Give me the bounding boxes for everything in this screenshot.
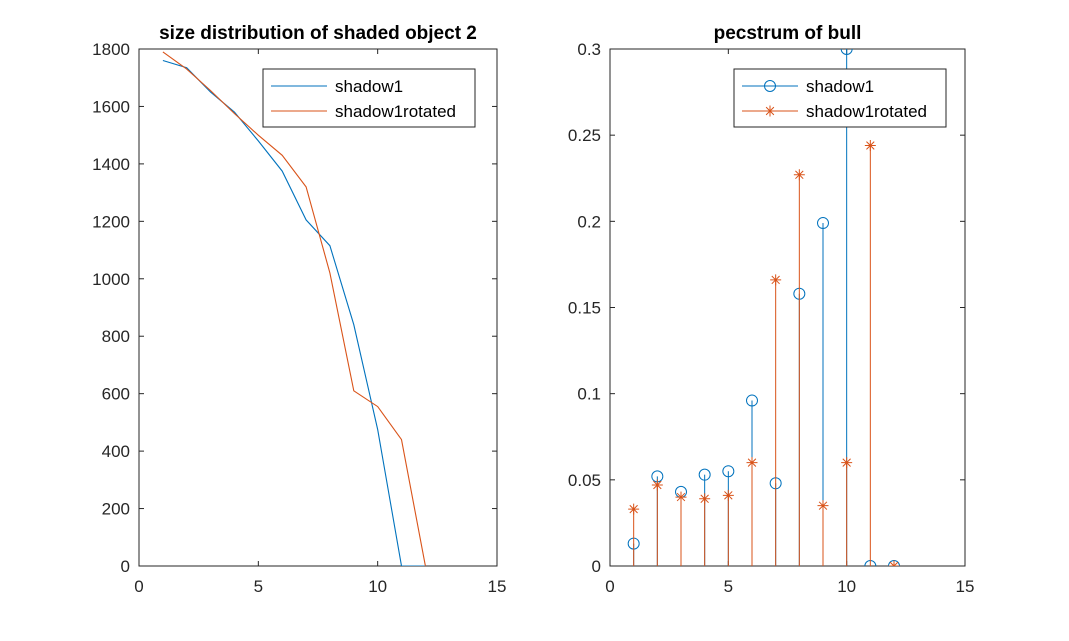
chart2-xtick-label: 15 [956,577,975,596]
chart2-stem-marker-2-shape [699,493,711,505]
chart1-series-line-2 [162,51,426,566]
chart2-stem-marker-2-shape [817,500,829,512]
chart2-stem-marker-2 [628,503,640,515]
chart2-stem-marker-1-shape [840,49,853,55]
chart2-title: pecstrum of bull [714,23,862,44]
chart2-stem-marker-2-shape [675,491,687,503]
chart1-ytick-label: 600 [102,385,130,404]
chart2-axes: 0 5 10 15 0 0.05 0.1 0.15 0.2 0.25 0.3 pecstrum of … [568,23,975,596]
chart2-legend-marker-2 [764,105,776,117]
chart2-stem-marker-2-shape [722,489,734,501]
chart2-plot-area [627,49,900,566]
chart1-ytick-label: 800 [102,327,130,346]
chart1-ytick-label: 1200 [92,212,130,231]
chart2-stem-marker-2 [864,140,876,152]
chart1-ytick-label: 1600 [92,97,130,116]
chart2-stem-marker-1 [722,465,735,478]
chart2-legend-marker-1-shape [764,80,776,92]
chart2-xtick-label: 0 [605,577,614,596]
chart1-legend-box [262,68,476,128]
chart2-stem-marker-1-shape [746,394,758,407]
chart1-ytick-label: 1400 [92,155,130,174]
chart2-xtick-label: 5 [724,577,733,596]
chart2-stem-marker-1 [698,468,711,481]
chart2-stem-marker-1-shape [722,465,735,478]
chart2-stem-marker-2 [841,457,853,469]
chart2-stem-marker-2-shape [651,479,663,491]
chart2-legend-marker-1 [764,80,776,92]
chart2-stem-marker-2-shape [888,560,900,566]
chart1-ytick-label: 1000 [92,270,130,289]
chart2-stem-marker-2 [722,489,734,501]
chart2-ytick-label: 0.2 [577,212,601,231]
chart2-stem-marker-2 [793,169,805,181]
chart2-legend-marker-2-shape [764,105,776,117]
chart2-stem-marker-2 [746,457,758,469]
chart2-xtick-label: 10 [837,577,856,596]
chart2-ytick-label: 0.25 [568,126,601,145]
chart2-stem-marker-2-shape [793,169,805,181]
chart2-legend: shadow1 shadow1rotated [733,68,947,128]
chart1-plot-area [162,51,426,566]
chart2-stem-marker-1 [817,217,829,230]
chart1-axes-box [138,48,498,567]
chart2-stem-marker-2 [699,493,711,505]
chart2-stem-marker-2-shape [864,140,876,152]
chart1-xtick-label: 10 [368,577,387,596]
chart2-axes-box [609,48,966,567]
chart2-stem-marker-2-shape [628,503,640,515]
chart1-ytick-label: 0 [121,557,130,576]
chart2-legend-label-1: shadow1 [806,77,874,96]
chart1-xtick-label: 15 [488,577,507,596]
chart1-axes: 0 5 10 15 0 200 400 600 800 1000 1200 1400 1600 1800 s… [92,23,506,596]
chart2-series-2 [628,140,900,566]
chart1-ytick-label: 200 [102,500,130,519]
chart2-stem-marker-2-shape [770,274,782,286]
chart2-stem-marker-2 [888,560,900,566]
chart2-stem-marker-1 [746,394,758,407]
chart2-stem-marker-2-shape [746,457,758,469]
chart2-stem-marker-2 [651,479,663,491]
chart2-ytick-label: 0.1 [577,385,601,404]
chart2-ytick-label: 0.05 [568,471,601,490]
chart2-ytick-label: 0 [592,557,601,576]
chart2-stem-marker-1-shape [817,217,829,230]
chart2-stem-marker-1 [840,49,853,55]
chart2-stem-marker-2 [770,274,782,286]
chart1-xtick-label: 5 [254,577,263,596]
chart2-ytick-label: 0.15 [568,299,601,318]
chart1-series-2 [162,51,426,566]
chart2-stem-marker-2-shape [841,457,853,469]
chart1-title: size distribution of shaded object 2 [159,23,477,44]
chart1-series-line-1 [162,59,426,566]
chart1-legend-label-1: shadow1 [335,77,403,96]
chart1-legend: shadow1 shadow1rotated [262,68,476,128]
chart2-ytick-label: 0.3 [577,40,601,59]
chart2-stem-marker-2 [817,500,829,512]
chart1-ytick-label: 400 [102,442,130,461]
chart2-legend-box [733,68,947,128]
chart1-legend-label-2: shadow1rotated [335,102,456,121]
chart1-ytick-label: 1800 [92,40,130,59]
chart1-series-1 [162,59,426,566]
chart2-stem-marker-2 [675,491,687,503]
chart1-xtick-label: 0 [134,577,143,596]
chart2-stem-marker-1-shape [698,468,711,481]
chart2-legend-label-2: shadow1rotated [806,102,927,121]
